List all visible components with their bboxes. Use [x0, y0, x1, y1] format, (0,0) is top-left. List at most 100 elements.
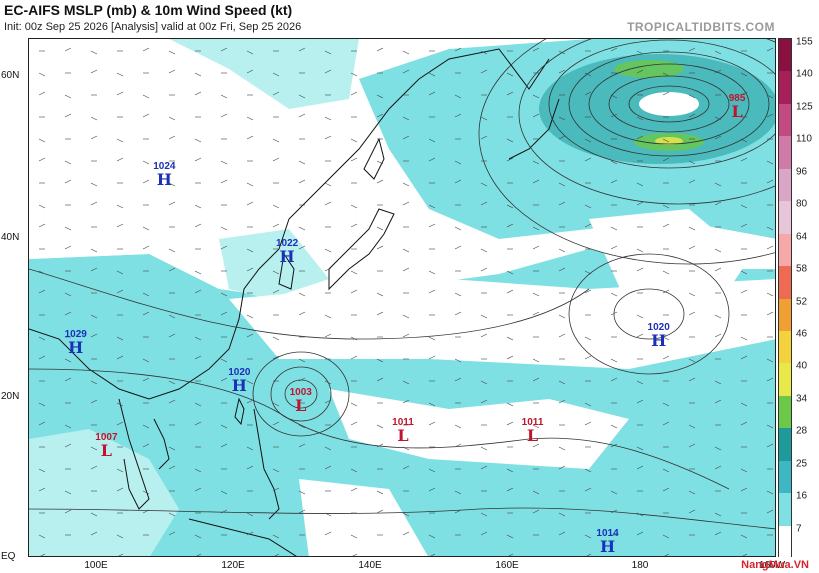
wind-barb: [142, 245, 150, 250]
colorbar-tick-label: 40: [796, 360, 808, 372]
wind-barb: [116, 421, 124, 426]
wind-barb: [428, 138, 436, 143]
wind-barb: [220, 424, 228, 429]
wind-barb: [246, 135, 254, 140]
pressure-value: 1024: [153, 161, 176, 173]
wind-barb: [168, 69, 176, 74]
wind-barb: [272, 72, 280, 77]
wind-barb: [38, 534, 46, 539]
wind-barb: [662, 421, 670, 426]
wind-barb: [118, 553, 124, 556]
wind-barb: [246, 446, 254, 451]
colorbar-tick-label: 28: [796, 425, 808, 437]
wind-barb: [402, 116, 410, 121]
system-letter: H: [279, 246, 295, 266]
wind-barb: [766, 311, 774, 316]
wind-barb: [220, 160, 228, 165]
wind-barb: [532, 94, 540, 99]
wind-barb: [740, 487, 748, 492]
wind-barb: [272, 138, 280, 143]
wind-barb: [428, 204, 436, 209]
wind-barb: [350, 402, 358, 407]
wind-barb: [90, 512, 98, 517]
wind-barb: [662, 336, 670, 341]
wind-barb: [298, 245, 306, 250]
wind-barb: [168, 314, 176, 319]
wind-barb: [402, 69, 410, 74]
wind-barb: [272, 157, 280, 162]
wind-barb: [324, 333, 332, 338]
wind-barb: [220, 179, 228, 184]
high-pressure-center: 1020 H: [648, 322, 670, 349]
wind-barb: [610, 509, 618, 514]
wind-barb: [766, 358, 774, 363]
pressure-value: 1011: [521, 417, 544, 429]
wind-barb: [610, 47, 618, 52]
wind-barb: [194, 270, 202, 275]
wind-barb: [480, 69, 488, 74]
wind-barb: [558, 201, 566, 206]
wind-barb: [480, 333, 488, 338]
wind-barb: [142, 94, 150, 99]
wind-barb: [220, 509, 228, 514]
wind-barb: [714, 512, 722, 517]
wind-barb: [714, 314, 722, 319]
colorbar-tick-label: 25: [796, 458, 808, 470]
wind-barb: [662, 402, 670, 407]
wind-barb: [584, 355, 592, 360]
wind-barb: [454, 490, 462, 495]
wind-barb: [350, 72, 358, 77]
wind-barb: [324, 135, 332, 140]
wind-barb: [454, 424, 462, 429]
wind-barb: [272, 336, 280, 341]
wind-barb: [688, 311, 696, 316]
wind-barb: [376, 424, 384, 429]
wind-barb: [168, 512, 176, 517]
wind-barb: [220, 292, 228, 297]
wind-barb: [324, 248, 332, 253]
wind-barb: [220, 358, 228, 363]
wind-barb: [558, 531, 566, 536]
wind-barb: [480, 182, 488, 187]
wind-barb: [714, 531, 722, 536]
wind-barb: [662, 72, 670, 77]
wind-barb: [454, 47, 462, 52]
wind-barb: [246, 69, 254, 74]
wind-barb: [90, 50, 98, 55]
wind-barb: [90, 116, 98, 121]
colorbar-segment: [779, 136, 791, 170]
wind-barb: [532, 160, 540, 165]
wind-barb: [714, 69, 722, 74]
wind-barb: [586, 553, 592, 556]
system-letter: L: [100, 441, 113, 461]
cyclone-eye-calm: [639, 92, 699, 116]
wind-barb: [116, 270, 124, 275]
wind-barb: [116, 91, 124, 96]
wind-barb: [766, 160, 774, 165]
wind-barb: [298, 377, 306, 382]
wind-barb: [298, 490, 306, 495]
calm-patches: [29, 39, 775, 556]
wind-barb: [90, 531, 98, 536]
wind-barb: [454, 443, 462, 448]
colorbar-tick-label: 64: [796, 231, 808, 243]
wind-barb: [558, 314, 566, 319]
wind-barb: [558, 446, 566, 451]
wind-barb: [38, 468, 46, 473]
colorbar-segment: [779, 168, 791, 202]
lon-label-140e: 140E: [358, 560, 382, 571]
lon-label-160e: 160E: [495, 560, 519, 571]
wind-barb: [688, 377, 696, 382]
wind-barb: [610, 490, 618, 495]
wind-barb: [168, 267, 176, 272]
colorbar-tick-label: 155: [796, 36, 813, 48]
lat-label-20n: 20N: [1, 391, 20, 402]
wind-barb: [274, 553, 280, 556]
wind-barb: [740, 138, 748, 143]
wind-barb: [168, 50, 176, 55]
low-pressure-center: 1011 L: [522, 418, 544, 444]
wind-barb: [636, 446, 644, 451]
wind-barb: [64, 47, 72, 52]
wind-barb: [402, 135, 410, 140]
wind-barb: [714, 446, 722, 451]
